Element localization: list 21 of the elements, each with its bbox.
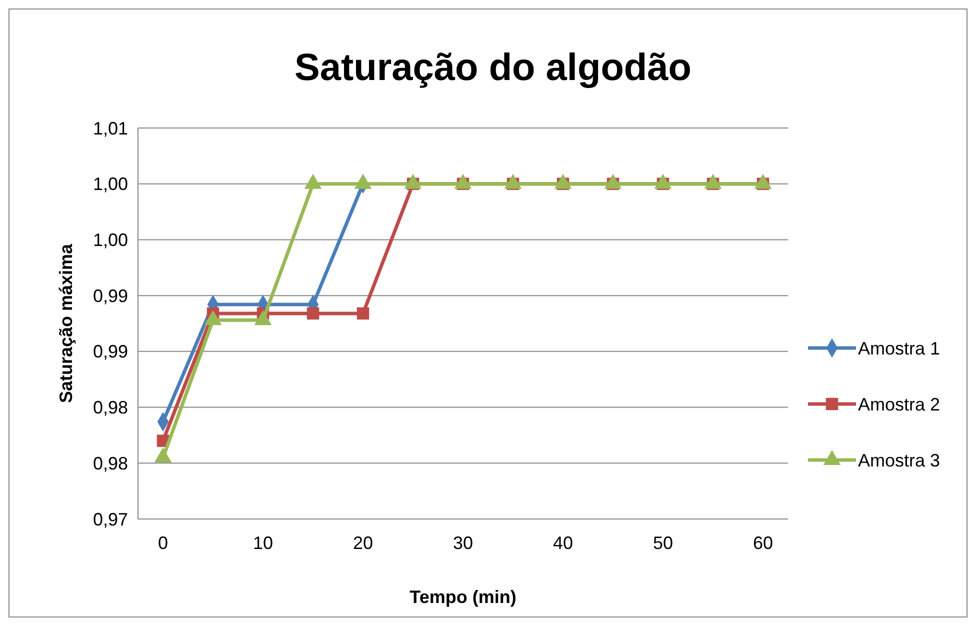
x-tick-label: 30 <box>452 533 474 553</box>
y-tick-label: 1,00 <box>92 174 128 194</box>
y-tick-label: 0,98 <box>92 398 128 418</box>
x-tick-label: 50 <box>652 533 674 553</box>
x-tick-label: 0 <box>158 533 168 553</box>
y-tick-label: 0,99 <box>92 342 128 362</box>
x-tick-label: 60 <box>752 533 774 553</box>
x-tick-label: 20 <box>352 533 374 553</box>
legend-label: Amostra 1 <box>858 338 940 358</box>
y-tick-label: 0,99 <box>92 286 128 306</box>
y-tick-label: 1,00 <box>92 230 128 250</box>
y-axis-title: Saturação máxima <box>56 242 76 404</box>
legend-label: Amostra 3 <box>858 450 940 470</box>
legend-label: Amostra 2 <box>858 394 940 414</box>
y-tick-label: 0,97 <box>92 509 128 530</box>
chart-title: Saturação do algodão <box>294 47 692 89</box>
y-tick-label: 0,98 <box>92 453 128 474</box>
x-axis-title: Tempo (min) <box>410 587 516 607</box>
x-tick-label: 10 <box>252 533 274 553</box>
y-tick-label: 1,01 <box>92 118 128 138</box>
x-tick-label: 40 <box>552 533 574 553</box>
